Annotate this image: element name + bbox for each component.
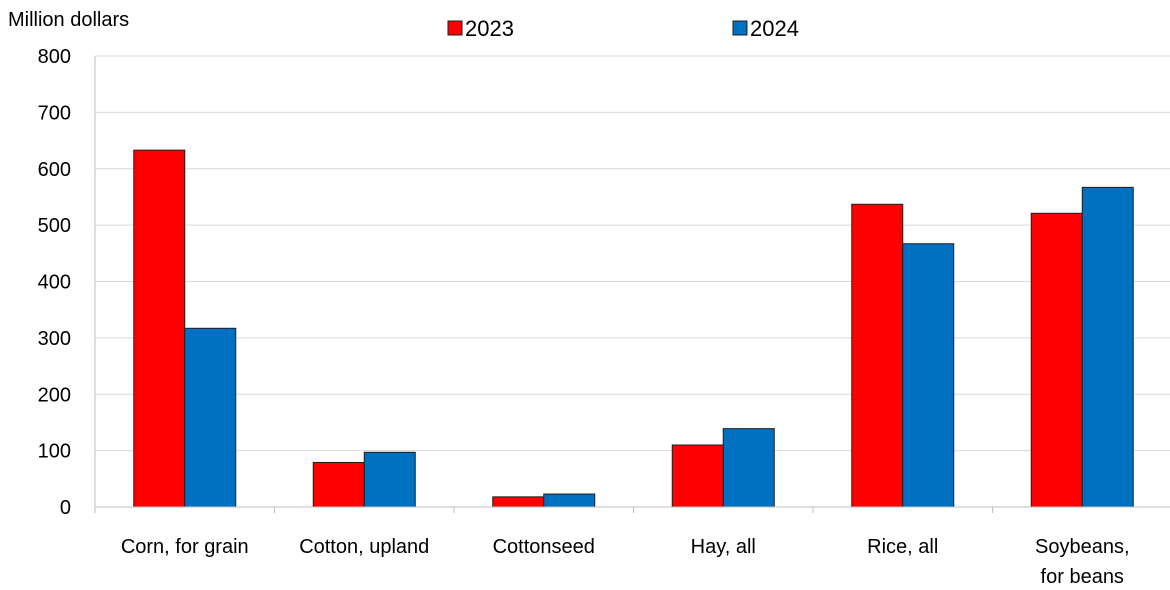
y-tick-label: 700 — [38, 102, 71, 124]
x-tick-label: Cotton, upland — [299, 536, 429, 558]
y-tick-label: 600 — [38, 159, 71, 181]
bar-2024-3 — [722, 428, 775, 508]
legend-label-2024: 2024 — [750, 16, 799, 41]
bar-2023-3 — [671, 444, 724, 508]
legend-swatch-2024 — [732, 20, 748, 36]
x-tick-label: Soybeans, for beans — [1035, 536, 1130, 588]
bar-2024-5 — [1081, 186, 1134, 508]
y-tick-label: 800 — [38, 46, 71, 68]
bar-2024-2 — [543, 493, 596, 508]
x-tick-label: Corn, for grain — [121, 536, 249, 558]
bar-2024-1 — [363, 451, 416, 508]
bar-2023-1 — [312, 461, 365, 508]
y-tick-label: 0 — [60, 497, 71, 519]
x-tick-label: Cottonseed — [493, 536, 595, 558]
bar-2023-2 — [492, 496, 545, 508]
y-tick-label: 100 — [38, 441, 71, 463]
y-tick-label: 200 — [38, 384, 71, 406]
legend-swatch-2023 — [447, 20, 463, 36]
bar-2023-5 — [1030, 212, 1083, 508]
axes: 0 100 200 300 400 500 600 700 800 Corn, for grain… — [38, 46, 1170, 588]
x-tick-label: Rice, all — [867, 536, 938, 558]
bar-2023-4 — [851, 203, 904, 508]
y-tick-label: 400 — [38, 272, 71, 294]
y-tick-label: 300 — [38, 328, 71, 350]
bar-2024-0 — [184, 327, 237, 508]
bar-2023-0 — [133, 149, 186, 508]
x-tick-label: Hay, all — [691, 536, 756, 558]
bars — [133, 149, 1134, 508]
gridlines — [95, 55, 1170, 452]
legend-label-2023: 2023 — [465, 16, 514, 41]
legend: 2023 2024 — [447, 16, 799, 41]
bar-2024-4 — [902, 243, 955, 508]
y-tick-label: 500 — [38, 215, 71, 237]
y-axis-title: Million dollars — [8, 9, 129, 31]
